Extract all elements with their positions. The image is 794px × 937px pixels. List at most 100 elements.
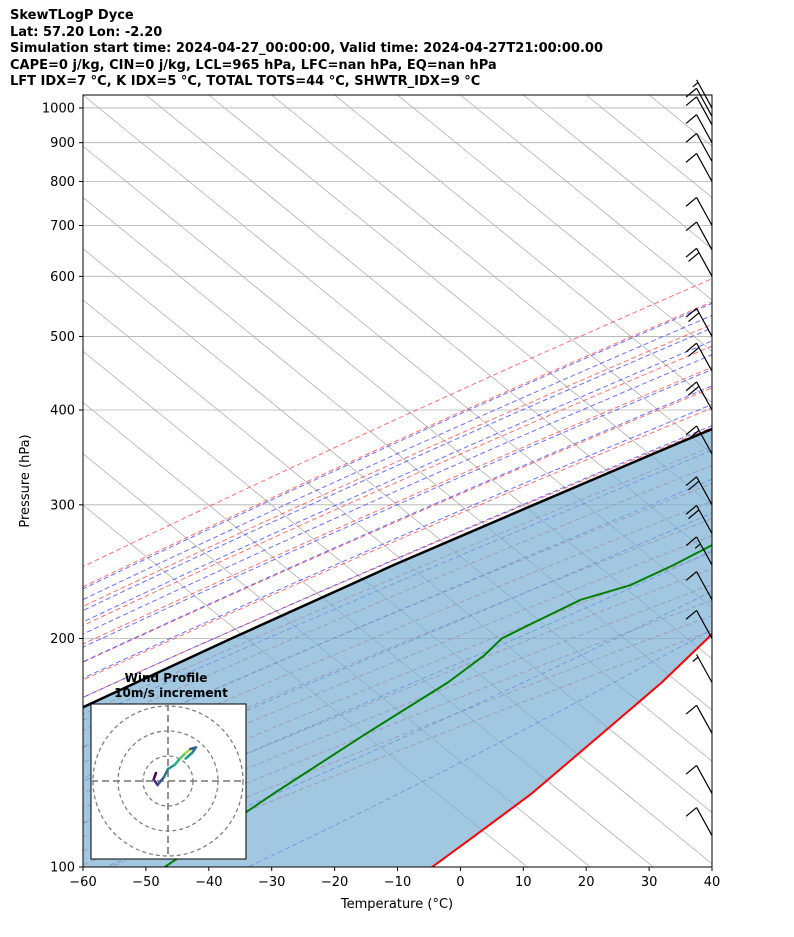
wind-barb bbox=[685, 476, 713, 506]
hodograph-segment bbox=[162, 767, 170, 779]
isotherm bbox=[397, 95, 712, 352]
wind-barb bbox=[685, 571, 713, 600]
barb-flag bbox=[685, 133, 697, 143]
wind-barb bbox=[685, 342, 713, 372]
y-tick-label: 200 bbox=[50, 632, 75, 647]
barb-flag bbox=[685, 609, 697, 620]
y-axis-label: Pressure (hPa) bbox=[18, 434, 33, 527]
wind-barbs bbox=[685, 79, 713, 836]
isotherm bbox=[83, 299, 712, 813]
barb-staff bbox=[696, 96, 713, 126]
barb-staff bbox=[696, 807, 713, 836]
barb-staff bbox=[696, 765, 713, 794]
y-tick-label: 900 bbox=[50, 136, 75, 151]
dry-adiabat bbox=[83, 387, 712, 663]
wind-barb bbox=[685, 425, 713, 455]
temperature-line bbox=[431, 632, 712, 867]
profile-lines bbox=[83, 427, 712, 867]
parcel-line bbox=[83, 427, 712, 709]
isotherm bbox=[83, 95, 712, 609]
wind-barb bbox=[685, 536, 713, 566]
barb-flag bbox=[688, 429, 700, 440]
barb-flag bbox=[685, 96, 697, 107]
barb-flag bbox=[688, 480, 700, 491]
barb-staff bbox=[696, 571, 713, 600]
barb-staff bbox=[696, 654, 713, 683]
wind-barb bbox=[692, 654, 713, 683]
barb-flag bbox=[685, 536, 697, 547]
hodograph-plot bbox=[91, 704, 246, 859]
barb-flag bbox=[685, 425, 697, 436]
wind-barb bbox=[685, 247, 713, 277]
x-axis-ticks: −60 −50 −40 −30 −20 −10 0 10 20 30 40 bbox=[69, 867, 720, 890]
wind-barb bbox=[685, 505, 713, 534]
barb-flag bbox=[685, 571, 697, 581]
x-tick-label: 40 bbox=[704, 875, 721, 890]
wind-barb bbox=[685, 609, 713, 639]
dewpoint-line bbox=[164, 544, 712, 867]
wind-barb bbox=[685, 381, 713, 411]
y-tick-label: 300 bbox=[50, 498, 75, 513]
barb-flag bbox=[685, 505, 697, 515]
wind-barb bbox=[692, 79, 713, 109]
barb-staff bbox=[696, 87, 713, 117]
barb-flag bbox=[688, 509, 700, 520]
barb-staff bbox=[696, 536, 713, 566]
hodograph-inset: Wind Profile 10m/s increment bbox=[90, 671, 247, 860]
isotherm bbox=[271, 95, 712, 455]
barb-staff bbox=[696, 114, 713, 143]
barb-flag bbox=[685, 476, 697, 487]
barb-flag bbox=[685, 807, 697, 817]
barb-flag bbox=[688, 347, 700, 357]
barb-staff bbox=[696, 79, 713, 109]
wind-barb bbox=[685, 96, 713, 126]
barb-staff bbox=[696, 381, 713, 411]
wind-barb bbox=[685, 807, 713, 836]
hodograph-segment bbox=[178, 751, 187, 760]
barb-half-flag bbox=[694, 543, 701, 549]
x-tick-label: 30 bbox=[641, 875, 658, 890]
wind-barb bbox=[685, 133, 713, 162]
pressure-gridlines bbox=[83, 107, 712, 867]
barb-flag bbox=[685, 342, 697, 353]
barb-staff bbox=[696, 308, 713, 337]
dry-adiabat bbox=[83, 301, 712, 588]
barb-half-flag bbox=[692, 82, 699, 88]
location-line: Lat: 57.20 Lon: -2.20 bbox=[10, 24, 163, 40]
barb-flag bbox=[685, 307, 697, 318]
barb-flag bbox=[688, 252, 700, 262]
wind-barb bbox=[685, 307, 713, 337]
isotherm bbox=[460, 95, 712, 301]
wind-barb bbox=[685, 152, 713, 182]
barb-flag bbox=[688, 385, 700, 396]
wind-barb bbox=[685, 197, 713, 226]
chart-title: SkewTLogP Dyce bbox=[10, 8, 134, 23]
isotherm bbox=[711, 95, 712, 96]
x-tick-label: −10 bbox=[384, 875, 411, 890]
barb-staff bbox=[696, 221, 713, 251]
dry-adiabat bbox=[83, 278, 712, 568]
barb-staff bbox=[696, 248, 713, 277]
dry-adiabat bbox=[83, 345, 712, 627]
hodograph-segment bbox=[184, 751, 194, 760]
hodograph-segment bbox=[166, 763, 176, 771]
hodograph-title: Wind Profile bbox=[125, 671, 208, 685]
moist-adiabat bbox=[83, 369, 712, 648]
barb-flag bbox=[685, 197, 697, 207]
wind-barb bbox=[685, 114, 713, 143]
time-line: Simulation start time: 2024-04-27_00:00:… bbox=[10, 41, 603, 56]
barb-half-flag bbox=[692, 656, 699, 662]
x-tick-label: −50 bbox=[132, 875, 159, 890]
wind-barb bbox=[685, 764, 713, 794]
y-tick-label: 800 bbox=[50, 175, 75, 190]
isotherm bbox=[83, 145, 712, 660]
x-tick-label: −20 bbox=[321, 875, 348, 890]
barb-flag bbox=[685, 704, 697, 715]
moist-adiabat bbox=[83, 425, 712, 698]
x-tick-label: 20 bbox=[578, 875, 595, 890]
barb-staff bbox=[696, 705, 713, 734]
x-axis-label: Temperature (°C) bbox=[340, 897, 453, 912]
barb-staff bbox=[696, 133, 713, 162]
barb-flag bbox=[685, 221, 697, 232]
